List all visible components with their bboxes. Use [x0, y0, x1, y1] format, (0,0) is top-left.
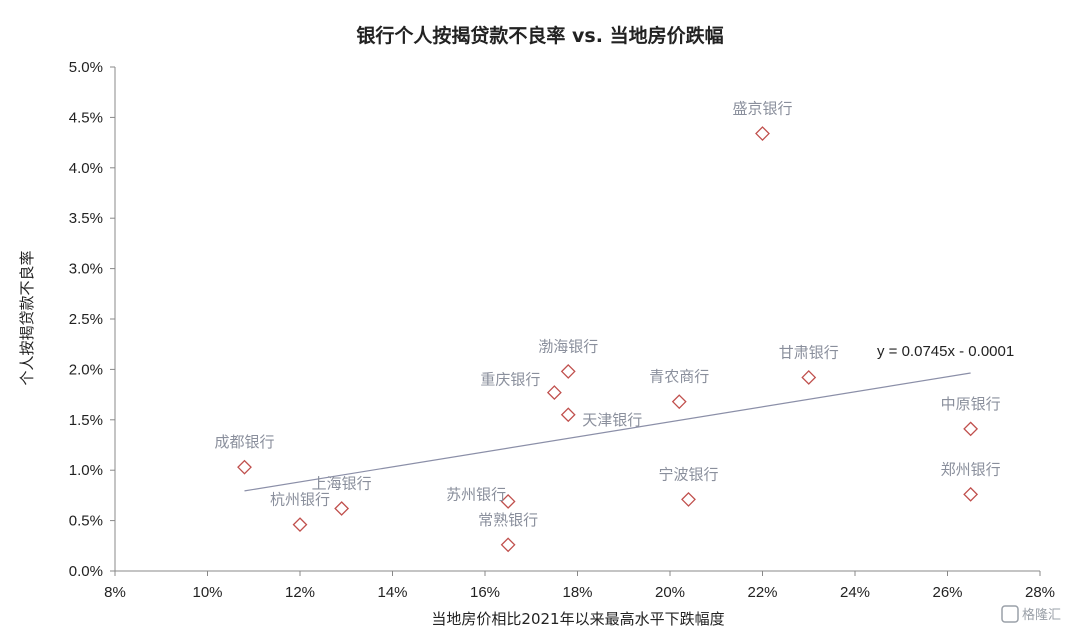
- x-tick-label: 20%: [655, 584, 685, 601]
- x-tick-label: 26%: [932, 584, 962, 601]
- data-point-label: 上海银行: [312, 475, 372, 493]
- data-point-label: 宁波银行: [658, 465, 718, 483]
- trendline-equation: y = 0.0745x - 0.0001: [877, 343, 1014, 360]
- data-point: [292, 517, 308, 533]
- x-tick-label: 18%: [562, 584, 592, 601]
- data-point-label: 渤海银行: [538, 337, 598, 355]
- x-axis-title: 当地房价相比2021年以来最高水平下跌幅度: [431, 610, 724, 628]
- data-point: [500, 537, 516, 553]
- data-point-label: 郑州银行: [941, 460, 1001, 478]
- data-point-label: 成都银行: [214, 433, 274, 451]
- data-point: [500, 494, 516, 509]
- x-tick-label: 28%: [1025, 584, 1055, 601]
- x-tick-label: 16%: [470, 584, 500, 601]
- data-point-label: 天津银行: [582, 411, 642, 429]
- trendline: [244, 372, 971, 492]
- x-tick-label: 10%: [192, 584, 222, 601]
- y-tick-label: 0.5%: [69, 513, 103, 530]
- watermark-logo-icon: [1001, 605, 1019, 623]
- data-point-label: 青农商行: [649, 368, 709, 386]
- y-tick-label: 4.5%: [69, 109, 103, 126]
- x-tick-label: 12%: [285, 584, 315, 601]
- data-points: [237, 126, 979, 553]
- data-point: [755, 126, 770, 141]
- y-tick-label: 5.0%: [69, 59, 103, 76]
- y-tick-label: 3.0%: [69, 261, 103, 278]
- data-point: [334, 501, 350, 516]
- data-point: [671, 394, 687, 410]
- data-point: [237, 459, 252, 475]
- data-point-label: 苏州银行: [446, 485, 506, 503]
- data-point: [560, 363, 576, 379]
- chart-title: 银行个人按揭贷款不良率 vs. 当地房价跌幅: [356, 24, 723, 47]
- y-tick-label: 0.0%: [69, 563, 103, 580]
- x-axis-ticks: 8% 10% 12% 14% 16% 18% 20% 22% 24% 26% 28%: [104, 571, 1055, 601]
- data-point-label: 甘肃银行: [779, 343, 839, 361]
- x-tick-label: 22%: [747, 584, 777, 601]
- y-tick-label: 2.5%: [69, 311, 103, 328]
- data-point-label: 杭州银行: [270, 491, 330, 509]
- data-point-label: 重庆银行: [480, 371, 540, 389]
- y-axis-title: 个人按揭贷款不良率: [18, 250, 36, 385]
- y-tick-label: 3.5%: [69, 210, 103, 227]
- axes: [114, 67, 1040, 572]
- data-point: [963, 421, 979, 437]
- watermark: 格隆汇: [1001, 605, 1061, 623]
- data-point-label: 常熟银行: [478, 511, 538, 529]
- y-tick-label: 1.5%: [69, 412, 103, 429]
- data-point: [560, 407, 576, 423]
- y-axis-ticks: 0.0% 0.5% 1.0% 1.5% 2.0% 2.5% 3.0% 3.5% 4.0% 4.5%…: [69, 59, 115, 580]
- data-point-label: 盛京银行: [732, 100, 792, 118]
- x-tick-label: 24%: [840, 584, 870, 601]
- y-tick-label: 4.0%: [69, 160, 103, 177]
- x-tick-label: 8%: [104, 584, 126, 601]
- x-tick-label: 14%: [377, 584, 407, 601]
- y-tick-label: 1.0%: [69, 462, 103, 479]
- y-tick-label: 2.0%: [69, 361, 103, 378]
- data-point: [801, 370, 817, 385]
- data-point: [681, 492, 696, 507]
- watermark-text: 格隆汇: [1022, 607, 1061, 623]
- data-point: [546, 385, 562, 401]
- data-point-label: 中原银行: [941, 395, 1001, 413]
- data-point: [963, 486, 979, 502]
